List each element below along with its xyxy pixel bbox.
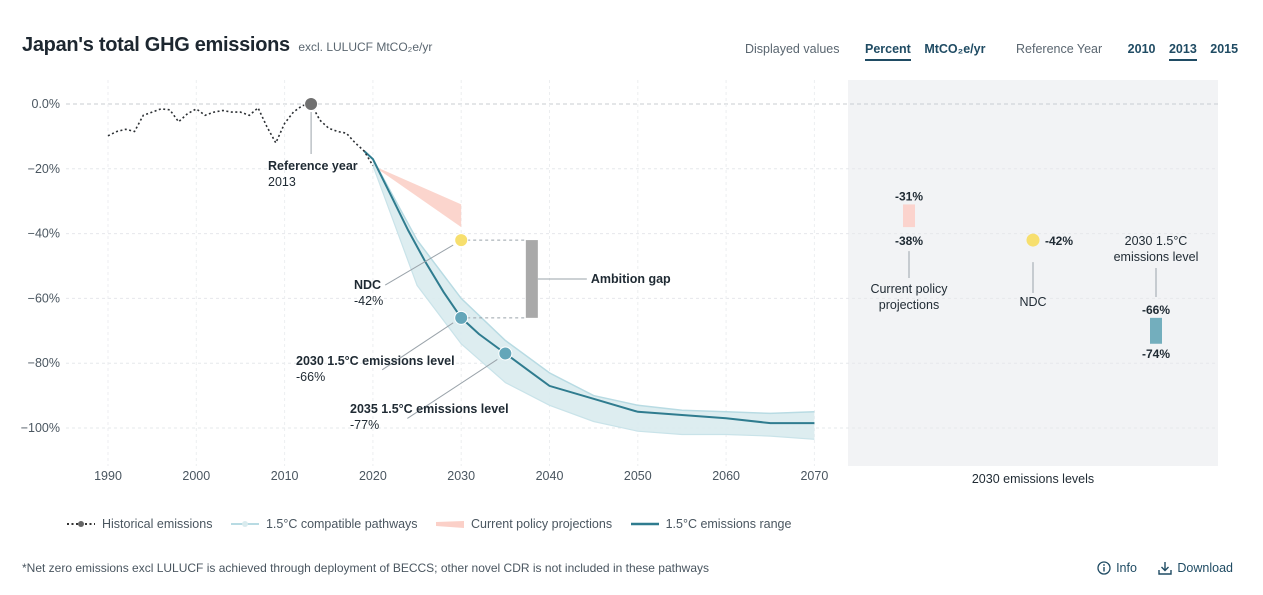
download-icon [1158, 562, 1173, 575]
side-level-high: -66% [1142, 303, 1170, 317]
reference-year-control: Reference Year 2010 2013 2015 [1016, 42, 1239, 61]
side-level-label: emissions level [1114, 250, 1199, 264]
x-axis: 1990 2000 2010 2020 2030 2040 2050 2060 2070 [94, 469, 828, 483]
marker-label: 2035 1.5°C emissions level [350, 402, 509, 416]
side-current-policy-high: -31% [895, 189, 923, 203]
footnote: *Net zero emissions excl LULUCF is achie… [22, 561, 709, 575]
legend-policy[interactable]: Current policy projections [435, 517, 612, 531]
option-mtco2e[interactable]: MtCO₂e/yr [924, 42, 986, 56]
y-axis: 0.0% −20% −40% −60% −80% −100% [21, 97, 60, 435]
annotation-layer: Ambition gap Reference year 2013 NDC -42% 203… [268, 97, 671, 432]
y-tick-label: 0.0% [32, 97, 61, 111]
chart-subtitle: excl. LULUCF MtCO₂e/yr [298, 40, 433, 54]
reference-year-label: Reference Year [1016, 42, 1103, 56]
marker-value-label: -66% [296, 370, 325, 384]
option-percent[interactable]: Percent [864, 42, 911, 61]
historical-emissions-line [107, 103, 374, 167]
y-tick-label: −60% [28, 291, 60, 305]
side-level-low: -74% [1142, 347, 1170, 361]
marker-label: 2030 1.5°C emissions level [296, 354, 455, 368]
side-ndc-dot[interactable] [1026, 233, 1040, 247]
side-panel: -31% -38% Current policy projections -42% NDC… [870, 189, 1198, 486]
legend-historical[interactable]: Historical emissions [66, 517, 212, 531]
year-option-2013[interactable]: 2013 [1168, 42, 1197, 61]
ambition-gap-label: Ambition gap [591, 272, 671, 286]
y-tick-label: −80% [28, 356, 60, 370]
side-level-bar[interactable] [1150, 317, 1162, 344]
marker-label: Reference year [268, 159, 358, 173]
year-option-2010[interactable]: 2010 [1127, 42, 1156, 56]
side-ndc-value: -42% [1045, 234, 1073, 248]
legend-policy-swatch [436, 521, 465, 528]
side-current-policy-label: Current policy [870, 282, 948, 296]
marker-2030-1-5-c-emissions-level[interactable] [454, 310, 469, 325]
side-current-policy-bar[interactable] [903, 204, 915, 228]
x-tick-label: 2060 [712, 469, 740, 483]
marker-reference-year[interactable] [304, 97, 319, 111]
marker-label: NDC [354, 278, 381, 292]
marker-2035-1-5-c-emissions-level[interactable] [498, 346, 513, 361]
side-current-policy-label: projections [879, 298, 939, 312]
footer-links: Info Download [1079, 561, 1233, 578]
side-level-label: 2030 1.5°C [1125, 234, 1188, 248]
side-current-policy-low: -38% [895, 234, 923, 248]
displayed-values-label: Displayed values [745, 42, 840, 56]
download-button[interactable]: Download [1158, 561, 1233, 575]
x-tick-label: 2070 [800, 469, 828, 483]
info-button[interactable]: Info [1097, 561, 1137, 575]
legend-pathways-label: 1.5°C compatible pathways [265, 517, 418, 531]
legend-policy-label: Current policy projections [471, 517, 613, 531]
legend-range-label: 1.5°C emissions range [665, 517, 792, 531]
legend-range-swatch [630, 522, 659, 526]
side-panel-caption: 2030 emissions levels [972, 472, 1094, 486]
ambition-gap-bar[interactable] [525, 240, 538, 318]
chart-title: Japan's total GHG emissions [22, 34, 290, 56]
x-tick-label: 2040 [536, 469, 564, 483]
legend-historical-label: Historical emissions [102, 517, 213, 531]
marker-value-label: 2013 [268, 175, 296, 189]
info-label: Info [1116, 561, 1137, 575]
marker-leader-line [381, 322, 454, 371]
side-ndc-label: NDC [1019, 295, 1046, 309]
download-label: Download [1177, 561, 1233, 575]
legend-historical-swatch [67, 521, 95, 527]
y-tick-label: −100% [21, 421, 60, 435]
marker-value-label: -42% [354, 294, 383, 308]
marker-ndc[interactable] [454, 233, 469, 248]
x-tick-label: 2000 [182, 469, 210, 483]
x-tick-label: 2010 [271, 469, 299, 483]
legend-range[interactable]: 1.5°C emissions range [630, 517, 792, 531]
marker-leader-line [384, 244, 454, 286]
marker-leader-line [407, 359, 498, 419]
x-tick-label: 2020 [359, 469, 387, 483]
legend-pathways-swatch [230, 521, 259, 527]
pathways-lower-line [372, 165, 815, 440]
info-icon [1097, 561, 1111, 575]
x-tick-label: 2030 [447, 469, 475, 483]
year-option-2015[interactable]: 2015 [1210, 42, 1239, 56]
x-tick-label: 1990 [94, 469, 122, 483]
marker-value-label: -77% [350, 418, 379, 432]
legend: Historical emissions 1.5°C compatible pa… [66, 517, 805, 532]
x-tick-label: 2050 [624, 469, 652, 483]
legend-pathways[interactable]: 1.5°C compatible pathways [230, 517, 418, 531]
pathways-upper-line [372, 158, 815, 415]
displayed-values-control: Displayed values Percent MtCO₂e/yr [745, 42, 986, 61]
chart-header: Japan's total GHG emissions excl. LULUCF… [22, 34, 432, 57]
y-tick-label: −40% [28, 227, 60, 241]
y-tick-label: −20% [28, 162, 60, 176]
grid [66, 80, 1218, 466]
current-policy-area [372, 165, 462, 228]
